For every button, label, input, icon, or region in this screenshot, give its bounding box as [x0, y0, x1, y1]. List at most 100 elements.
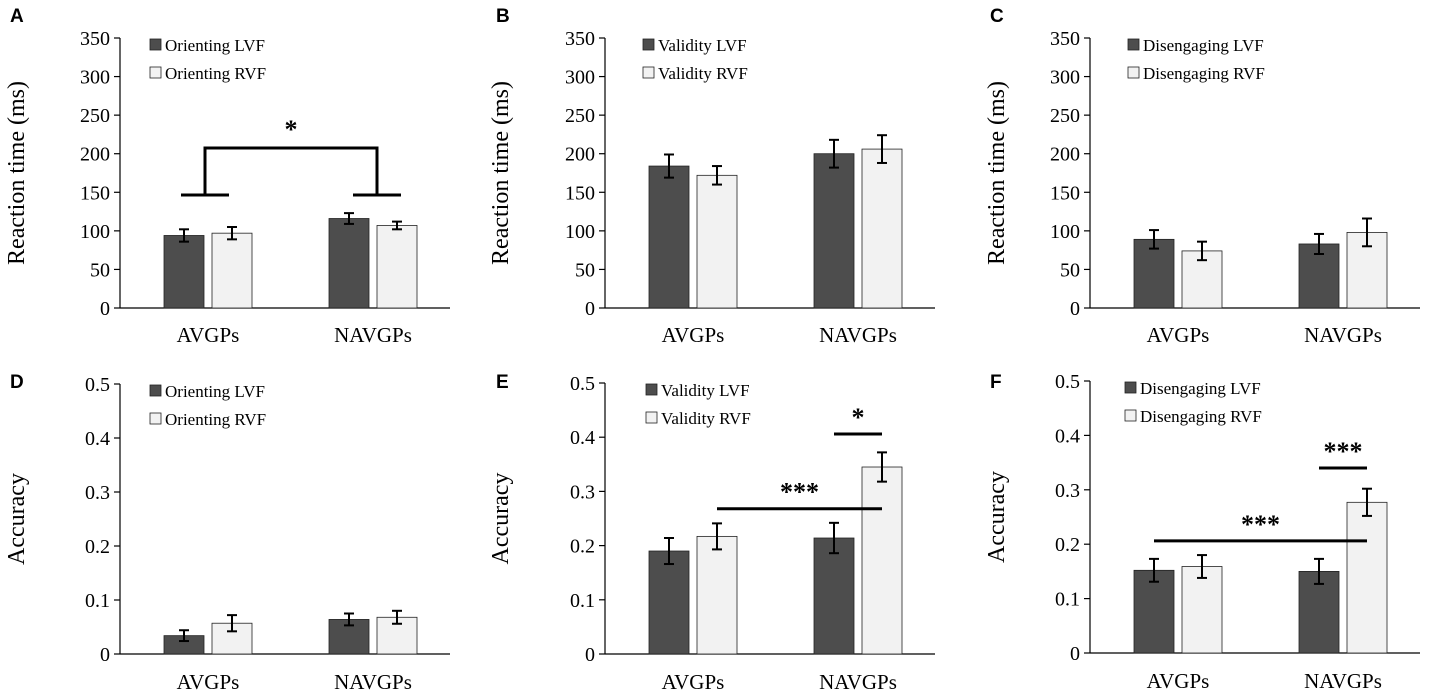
x-category-label: NAVGPs: [819, 323, 897, 347]
y-tick-label: 150: [565, 182, 595, 204]
x-category-label: NAVGPs: [334, 670, 412, 694]
bar-lvf-navgps: [813, 537, 855, 655]
legend-entry: Validity RVF: [658, 64, 748, 83]
legend-swatch: [645, 383, 658, 396]
legend-entry: Orienting LVF: [165, 382, 265, 401]
significance-label: ***: [1324, 437, 1363, 466]
y-tick-label: 50: [1060, 259, 1080, 281]
x-category-label: AVGPs: [177, 323, 240, 347]
bar-rvf-navgps: [376, 225, 418, 309]
y-axis-label: Reaction time (ms): [984, 81, 1010, 265]
panel-f: F Accuracy 0 0.1 0.2 0.3 0.4 0.5 AVGPs NAVGPs Dise…: [984, 371, 1420, 693]
legend-entry: Orienting RVF: [165, 410, 266, 429]
y-tick-label: 0: [100, 644, 110, 666]
legend-swatch: [642, 66, 655, 79]
legend-entry: Disengaging RVF: [1143, 64, 1265, 83]
panel-e: E Accuracy 0 0.1 0.2 0.3 0.4 0.5 AVGPs NAVGPs Vali…: [488, 372, 935, 694]
legend-entry: Disengaging RVF: [1140, 407, 1262, 426]
panel-letter: B: [496, 6, 510, 27]
bar-lvf-navgps: [813, 153, 855, 309]
bar-lvf-navgps: [328, 218, 370, 309]
y-tick-label: 150: [80, 182, 110, 204]
y-tick-label: 350: [1050, 28, 1080, 50]
bar-rvf-avgps: [696, 535, 738, 655]
y-tick-label: 100: [1050, 221, 1080, 243]
y-tick-label: 0.3: [570, 481, 595, 503]
x-category-label: NAVGPs: [1304, 669, 1382, 693]
legend-swatch: [149, 38, 162, 51]
y-tick-label: 350: [80, 28, 110, 50]
y-axis-label: Reaction time (ms): [4, 81, 30, 265]
significance-label: *: [285, 115, 298, 144]
bar-rvf-avgps: [1181, 566, 1223, 654]
y-tick-label: 0.1: [85, 590, 110, 612]
legend-entry: Orienting LVF: [165, 36, 265, 55]
x-category-label: AVGPs: [662, 323, 725, 347]
significance-label: ***: [1241, 510, 1280, 539]
bar-rvf-navgps: [861, 148, 903, 309]
x-category-label: AVGPs: [662, 670, 725, 694]
y-tick-label: 0.4: [85, 428, 110, 450]
legend-swatch: [149, 412, 162, 425]
y-tick-label: 0.5: [570, 373, 595, 395]
x-category-label: AVGPs: [1147, 669, 1210, 693]
bar-rvf-avgps: [211, 232, 253, 309]
y-tick-label: 100: [80, 221, 110, 243]
y-axis-label: Accuracy: [4, 473, 30, 565]
y-tick-label: 150: [1050, 182, 1080, 204]
bar-lvf-navgps: [1298, 571, 1340, 654]
bar-lvf-avgps: [648, 550, 690, 655]
bar-rvf-navgps: [861, 466, 903, 655]
panel-c: C Reaction time (ms) 0 50 100 150 200 250 300 350…: [984, 6, 1420, 347]
legend-entry: Validity LVF: [658, 36, 747, 55]
y-tick-label: 0: [585, 644, 595, 666]
legend-swatch: [1124, 381, 1137, 394]
legend-swatch: [1127, 66, 1140, 79]
y-tick-label: 0.2: [570, 536, 595, 558]
y-tick-label: 0.1: [570, 590, 595, 612]
x-category-label: AVGPs: [177, 670, 240, 694]
legend-entry: Validity LVF: [661, 381, 750, 400]
y-tick-label: 0: [1070, 298, 1080, 320]
bar-lvf-avgps: [163, 235, 205, 309]
x-category-label: AVGPs: [1147, 323, 1210, 347]
panel-b: B Reaction time (ms) 0 50 100 150 200 250 300 350…: [488, 6, 935, 347]
y-axis-label: Accuracy: [984, 471, 1010, 563]
legend-entry: Orienting RVF: [165, 64, 266, 83]
y-tick-label: 0: [100, 298, 110, 320]
y-tick-label: 100: [565, 221, 595, 243]
panel-letter: D: [10, 372, 24, 393]
y-tick-label: 0.5: [85, 374, 110, 396]
significance-bracket: [203, 146, 379, 195]
x-category-label: NAVGPs: [334, 323, 412, 347]
significance-label: *: [852, 403, 865, 432]
legend-entry: Disengaging LVF: [1143, 36, 1264, 55]
y-tick-label: 250: [565, 105, 595, 127]
y-tick-label: 0: [585, 298, 595, 320]
y-tick-label: 0: [1070, 643, 1080, 665]
y-tick-label: 250: [80, 105, 110, 127]
bar-lvf-avgps: [1133, 569, 1175, 654]
legend-swatch: [1124, 409, 1137, 422]
x-category-label: NAVGPs: [819, 670, 897, 694]
y-tick-label: 50: [575, 259, 595, 281]
x-category-label: NAVGPs: [1304, 323, 1382, 347]
panel-letter: E: [496, 372, 509, 393]
y-tick-label: 200: [565, 144, 595, 166]
y-tick-label: 250: [1050, 105, 1080, 127]
legend-swatch: [645, 411, 658, 424]
y-tick-label: 0.1: [1055, 589, 1080, 611]
y-tick-label: 200: [1050, 144, 1080, 166]
y-tick-label: 350: [565, 28, 595, 50]
y-axis-label: Accuracy: [488, 473, 514, 565]
y-tick-label: 300: [80, 67, 110, 89]
panel-letter: C: [990, 6, 1004, 27]
bar-rvf-avgps: [696, 174, 738, 309]
y-tick-label: 0.4: [1055, 425, 1080, 447]
y-tick-label: 0.4: [570, 427, 595, 449]
legend-swatch: [149, 384, 162, 397]
legend-entry: Disengaging LVF: [1140, 379, 1261, 398]
y-tick-label: 0.2: [1055, 534, 1080, 556]
